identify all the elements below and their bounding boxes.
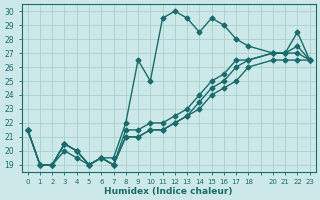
X-axis label: Humidex (Indice chaleur): Humidex (Indice chaleur) [104, 187, 233, 196]
